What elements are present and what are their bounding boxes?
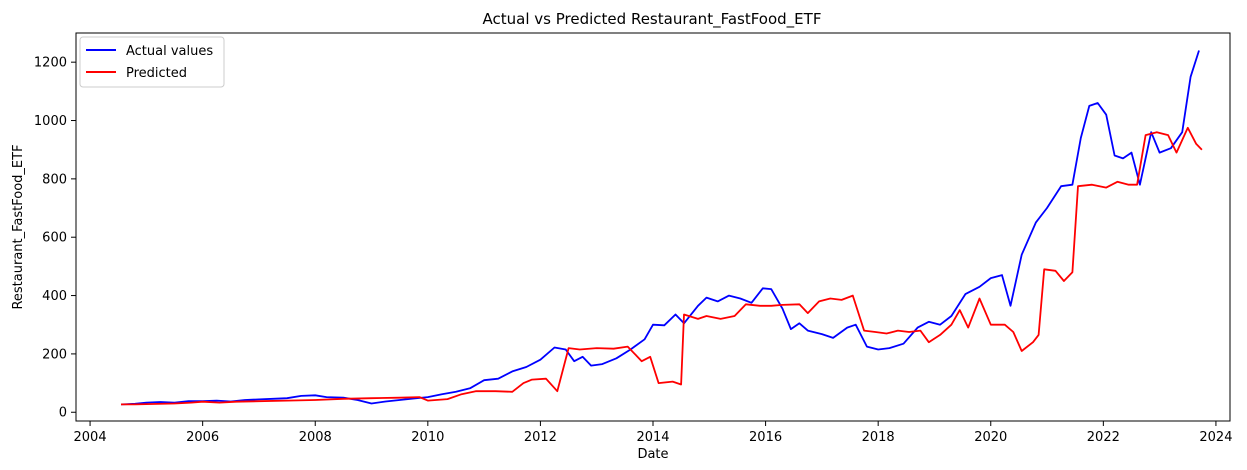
x-axis-title: Date — [637, 447, 668, 462]
y-tick-label: 200 — [42, 347, 67, 362]
chart-title: Actual vs Predicted Restaurant_FastFood_… — [483, 10, 822, 29]
x-tick-label: 2022 — [1087, 430, 1120, 445]
y-axis-title: Restaurant_FastFood_ETF — [11, 144, 26, 309]
series-layer — [120, 50, 1203, 406]
x-tick-label: 2008 — [299, 430, 332, 445]
y-tick-label: 1200 — [34, 56, 67, 71]
x-tick-label: 2006 — [186, 430, 219, 445]
plot-area — [75, 32, 1231, 422]
x-tick-label: 2010 — [411, 430, 444, 445]
x-tick-label: 2024 — [1199, 430, 1232, 445]
x-tick-label: 2014 — [636, 430, 669, 445]
legend-label-predicted: Predicted — [126, 66, 187, 81]
legend-label-actual: Actual values — [126, 44, 213, 59]
series-line-actual — [120, 50, 1200, 406]
x-tick-label: 2020 — [974, 430, 1007, 445]
x-tick-label: 2012 — [524, 430, 557, 445]
y-tick-label: 1000 — [34, 114, 67, 129]
y-tick-label: 400 — [42, 289, 67, 304]
y-tick-label: 800 — [42, 172, 67, 187]
y-axis: 0 200 400 600 800 1000 1200 — [34, 56, 76, 421]
x-tick-label: 2016 — [749, 430, 782, 445]
y-tick-label: 600 — [42, 231, 67, 246]
x-tick-label: 2004 — [74, 430, 107, 445]
y-tick-label: 0 — [59, 406, 67, 421]
legend: Actual values Predicted — [79, 36, 225, 88]
x-tick-label: 2018 — [862, 430, 895, 445]
x-axis: 2004 2006 2008 2010 2012 2014 2016 2018 2020 2022… — [74, 421, 1232, 445]
series-line-predicted — [121, 126, 1203, 406]
